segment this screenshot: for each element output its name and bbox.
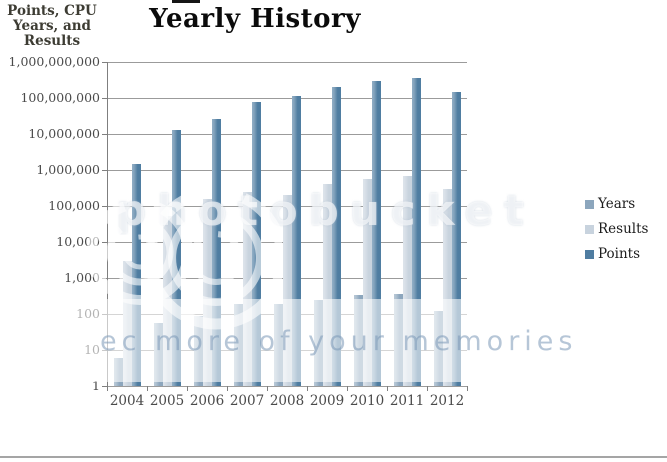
x-tick-label: 2012	[429, 393, 465, 409]
legend-item-points: Points	[585, 246, 648, 262]
bar-results-2010	[362, 178, 372, 386]
x-axis-tick	[427, 386, 428, 391]
x-tick-label: 2004	[109, 393, 145, 409]
x-axis-tick	[307, 386, 308, 391]
x-tick-label: 2007	[229, 393, 265, 409]
legend-swatch-icon	[585, 224, 594, 234]
y-axis-tick	[102, 242, 107, 243]
bar-points-2009	[331, 86, 341, 386]
x-axis-tick	[107, 386, 108, 391]
bar-points-2008	[291, 95, 301, 386]
y-axis-tick	[102, 134, 107, 135]
bar-results-2012	[442, 189, 452, 386]
y-axis-title-line: Results	[23, 33, 81, 49]
x-axis-tick	[267, 386, 268, 391]
gridline	[107, 386, 467, 387]
legend-swatch-icon	[585, 249, 594, 259]
x-axis-tick	[187, 386, 188, 391]
x-tick-label: 2011	[389, 393, 425, 409]
y-tick-label: 100,000,000	[20, 90, 100, 105]
y-tick-label: 100,000	[48, 198, 100, 213]
watermark-band-text: ec more of your memories	[100, 326, 578, 357]
y-axis-line	[107, 62, 108, 390]
y-tick-label: 1,000,000,000	[8, 54, 100, 69]
legend-label: Results	[598, 221, 649, 237]
screenshot-edge-artifact	[172, 0, 200, 3]
y-axis-tick	[102, 386, 107, 387]
legend-label: Points	[598, 246, 641, 262]
x-axis-tick	[387, 386, 388, 391]
gridline	[107, 98, 467, 99]
page-divider-line	[0, 456, 667, 458]
y-axis-title: Points, CPU Years, and Results	[0, 4, 104, 49]
y-tick-label: 1,000,000	[36, 162, 100, 177]
legend-swatch-icon	[585, 199, 594, 209]
photobucket-swirl-logo-icon	[87, 186, 282, 330]
y-axis-tick	[102, 206, 107, 207]
bar-results-2008	[282, 194, 292, 386]
bar-points-2004	[131, 163, 141, 386]
y-axis-tick	[102, 62, 107, 63]
y-tick-label: 1	[92, 378, 100, 393]
chart-legend: Years Results Points	[585, 196, 648, 271]
y-axis-title-line: Points, CPU	[7, 3, 97, 19]
y-axis-title-line: Years, and	[13, 18, 91, 34]
watermark-band	[0, 299, 600, 382]
x-tick-label: 2009	[309, 393, 345, 409]
x-axis-tick	[467, 386, 468, 391]
gridline	[107, 62, 467, 63]
gridline	[107, 170, 467, 171]
x-axis-tick	[347, 386, 348, 391]
bar-points-2012	[451, 91, 461, 386]
bar-points-2006	[211, 119, 221, 386]
x-tick-label: 2008	[269, 393, 305, 409]
bar-points-2011	[411, 77, 421, 386]
gridline	[107, 134, 467, 135]
y-axis-tick	[102, 98, 107, 99]
y-tick-label: 1,000	[64, 270, 100, 285]
bar-results-2006	[202, 198, 212, 386]
x-tick-label: 2006	[189, 393, 225, 409]
x-axis-tick	[227, 386, 228, 391]
bar-results-2009	[322, 183, 332, 386]
legend-item-years: Years	[585, 196, 648, 212]
legend-label: Years	[598, 196, 636, 212]
legend-item-results: Results	[585, 221, 648, 237]
y-axis-tick	[102, 170, 107, 171]
chart-title: Yearly History	[149, 4, 361, 34]
x-tick-label: 2010	[349, 393, 385, 409]
x-axis-tick	[147, 386, 148, 391]
x-tick-label: 2005	[149, 393, 185, 409]
bar-results-2011	[402, 175, 412, 386]
bar-points-2010	[371, 81, 381, 386]
y-tick-label: 10,000,000	[28, 126, 100, 141]
